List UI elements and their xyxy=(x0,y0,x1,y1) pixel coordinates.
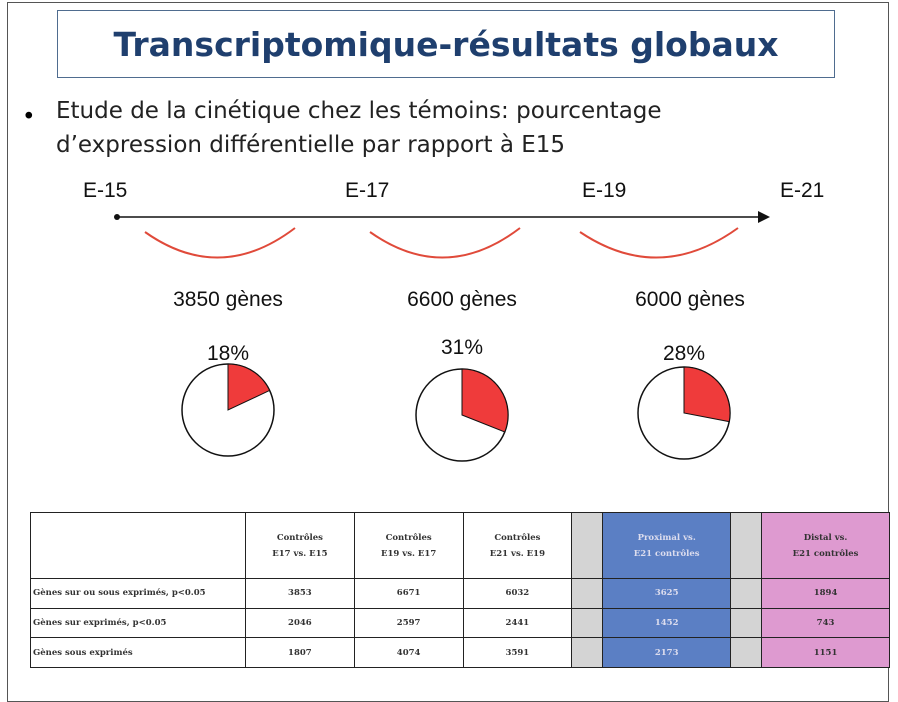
cell: 6671 xyxy=(353,578,464,609)
timeline-label: E-17 xyxy=(345,179,389,202)
header-cell: Proximal vs. E21 contrôles xyxy=(602,512,732,579)
pie-slice xyxy=(683,366,731,423)
arc xyxy=(579,227,739,259)
pie-slice xyxy=(461,368,509,433)
cell: 3591 xyxy=(462,637,573,668)
cell: 1151 xyxy=(761,637,890,668)
title: Transcriptomique-résultats globaux xyxy=(57,10,835,78)
bullet-text: d’expression différentielle par rapport … xyxy=(56,132,566,158)
arrow-head xyxy=(758,211,770,223)
pie-label: 31% xyxy=(441,336,483,359)
cell: 743 xyxy=(761,607,890,639)
bullet-text: Etude de la cinétique chez les témoins: … xyxy=(56,98,662,124)
diagram: E-15 E-17 E-19 E-21 3850 gènes 6600 gènes 6000… xyxy=(83,179,824,462)
header-line: E19 vs. E17 xyxy=(381,548,437,559)
cell: 1807 xyxy=(245,637,355,668)
header-cell: Contrôles E21 vs. E19 xyxy=(462,512,573,579)
results-table: Contrôles E17 vs. E15 Contrôles E19 vs. E17… xyxy=(30,512,890,668)
cell: 4074 xyxy=(353,637,464,668)
axis-start xyxy=(114,214,120,220)
spacer xyxy=(730,607,763,639)
header-line: Proximal vs. xyxy=(637,532,696,543)
header-line: E17 vs. E15 xyxy=(272,548,328,559)
cell: 2046 xyxy=(245,607,355,639)
row: Gènes sous exprimés 1807 4074 3591 2173 1151 xyxy=(30,637,890,668)
cell: 2597 xyxy=(353,607,464,639)
arc xyxy=(144,227,296,259)
header-row: Contrôles E17 vs. E15 Contrôles E19 vs. E17… xyxy=(30,512,890,579)
cell: 2173 xyxy=(602,637,732,668)
timeline-label: E-15 xyxy=(83,179,127,202)
cell: 6032 xyxy=(462,578,573,609)
timeline-label: E-19 xyxy=(582,179,626,202)
gene-count: 6600 gènes xyxy=(407,288,517,311)
spacer xyxy=(571,578,604,609)
header-line: Distal vs. xyxy=(803,532,848,543)
header-line: E21 contrôles xyxy=(792,548,859,559)
pie-label: 28% xyxy=(663,342,705,365)
bullet-dot: • xyxy=(22,104,36,130)
row-label: Gènes sous exprimés xyxy=(30,637,246,668)
slide: Transcriptomique-résultats globaux • Etu… xyxy=(7,2,890,702)
cell: 1894 xyxy=(761,578,890,609)
cell: 2441 xyxy=(462,607,573,639)
pie-slice xyxy=(227,363,271,411)
header-line: Contrôles xyxy=(385,532,432,543)
header-cell xyxy=(30,512,246,579)
spacer xyxy=(571,637,604,668)
header-line: Contrôles xyxy=(276,532,323,543)
spacer xyxy=(730,578,763,609)
row-label: Gènes sur exprimés, p<0.05 xyxy=(30,607,246,639)
header-line: E21 vs. E19 xyxy=(489,548,545,559)
row-label: Gènes sur ou sous exprimés, p<0.05 xyxy=(30,578,246,609)
spacer xyxy=(571,607,604,639)
cell: 3853 xyxy=(245,578,355,609)
header-line: Contrôles xyxy=(494,532,541,543)
cell: 1452 xyxy=(602,607,732,639)
gene-count: 6000 gènes xyxy=(635,288,745,311)
pie-label: 18% xyxy=(207,342,249,365)
gene-count: 3850 gènes xyxy=(173,288,283,311)
header-cell: Distal vs. E21 contrôles xyxy=(761,512,890,579)
spacer xyxy=(730,637,763,668)
header-line: E21 contrôles xyxy=(633,548,700,559)
cell: 3625 xyxy=(602,578,732,609)
header-cell: Contrôles E19 vs. E17 xyxy=(353,512,464,579)
timeline-label: E-21 xyxy=(780,179,824,202)
arc xyxy=(369,227,521,259)
spacer xyxy=(571,512,604,579)
spacer xyxy=(730,512,763,579)
row: Gènes sur ou sous exprimés, p<0.05 3853 66… xyxy=(30,578,890,609)
row: Gènes sur exprimés, p<0.05 2046 2597 2441 14… xyxy=(30,607,890,639)
header-cell: Contrôles E17 vs. E15 xyxy=(245,512,355,579)
